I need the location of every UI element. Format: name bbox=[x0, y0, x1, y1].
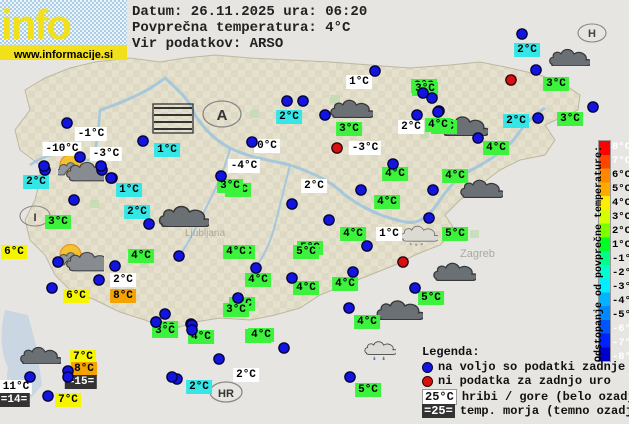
svg-text:A: A bbox=[217, 107, 228, 124]
svg-text:info: info bbox=[1, 1, 71, 48]
svg-text:Ljubljana: Ljubljana bbox=[185, 228, 225, 239]
svg-text:Zagreb: Zagreb bbox=[460, 248, 495, 260]
svg-text:H: H bbox=[588, 28, 596, 40]
svg-text:I: I bbox=[33, 212, 36, 224]
svg-text:HR: HR bbox=[218, 388, 234, 400]
